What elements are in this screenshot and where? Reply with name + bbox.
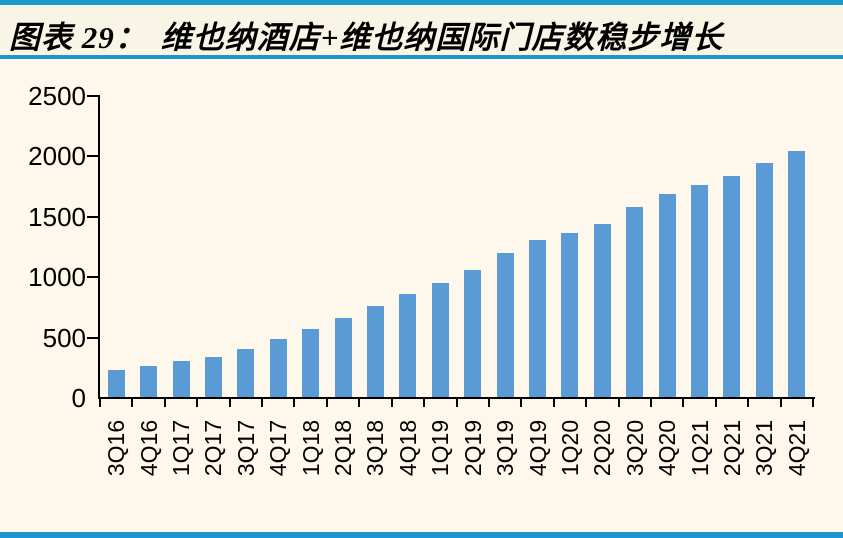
- header-divider: [0, 55, 843, 59]
- x-axis-tick: [520, 399, 523, 407]
- bar-1Q20: [561, 233, 579, 397]
- x-axis-tick: [390, 399, 393, 407]
- bar-1Q18: [302, 329, 320, 397]
- x-axis-label-4Q21: 4Q21: [783, 419, 810, 477]
- y-axis-tick: [87, 95, 98, 97]
- y-axis-tick-label: 2000: [28, 141, 86, 172]
- x-axis-tick: [779, 399, 782, 407]
- x-axis-tick: [455, 399, 458, 407]
- bar-2Q19: [464, 270, 482, 397]
- bar-1Q17: [172, 361, 190, 397]
- x-axis-label-3Q16: 3Q16: [103, 419, 130, 477]
- x-axis-label-3Q21: 3Q21: [751, 419, 778, 477]
- x-axis-tick: [585, 399, 588, 407]
- top-divider: [0, 0, 843, 5]
- x-axis-tick: [682, 399, 685, 407]
- bar-3Q17: [237, 349, 255, 397]
- y-axis-tick-label: 2500: [28, 81, 86, 111]
- x-axis-label-4Q16: 4Q16: [135, 419, 162, 477]
- bar-3Q21: [755, 163, 773, 397]
- x-axis-label-4Q17: 4Q17: [265, 419, 292, 477]
- store-count-bar-chart: 0 500 1000 1500 2000 2500 3Q16 4Q16 1Q17 2Q17 3Q17…: [0, 59, 843, 531]
- bar-2Q20: [593, 224, 611, 397]
- x-axis-tick: [196, 399, 199, 407]
- x-axis-tick: [99, 399, 101, 407]
- bar-1Q21: [691, 185, 709, 397]
- bar-4Q17: [269, 339, 287, 397]
- x-axis-label-3Q17: 3Q17: [232, 419, 259, 477]
- x-axis-tick: [163, 399, 166, 407]
- x-axis-tick: [423, 399, 426, 407]
- y-axis-tick-label: 1000: [28, 262, 86, 293]
- figure-number-label: 图表 29：: [9, 20, 147, 55]
- bar-4Q20: [658, 194, 676, 397]
- bar-3Q18: [366, 306, 384, 397]
- x-axis-tick: [487, 399, 490, 407]
- y-axis-tick: [87, 155, 98, 158]
- x-axis-label-4Q20: 4Q20: [654, 419, 681, 477]
- y-axis-line: [98, 95, 100, 399]
- y-axis-tick: [87, 276, 98, 279]
- x-axis-tick: [358, 399, 361, 407]
- x-axis-label-4Q19: 4Q19: [524, 419, 551, 477]
- figure-title: 图表 29： 维也纳酒店+维也纳国际门店数稳步增长: [9, 12, 723, 57]
- x-axis-tick: [293, 399, 296, 407]
- y-axis-tick: [87, 215, 98, 218]
- figure-title-text: 维也纳酒店+维也纳国际门店数稳步增长: [160, 20, 724, 55]
- bar-2Q21: [723, 176, 741, 397]
- x-axis-label-1Q17: 1Q17: [168, 419, 195, 477]
- x-axis-label-3Q18: 3Q18: [362, 419, 389, 477]
- x-axis-tick: [747, 399, 750, 407]
- x-axis-label-1Q19: 1Q19: [427, 419, 454, 477]
- x-axis-tick: [261, 399, 264, 407]
- y-axis-tick-label: 0: [71, 383, 86, 413]
- bar-1Q19: [431, 283, 449, 397]
- x-axis-label-1Q20: 1Q20: [556, 419, 583, 477]
- x-axis-label-3Q20: 3Q20: [621, 419, 648, 477]
- x-axis-tick: [617, 399, 620, 407]
- x-axis-tick: [649, 399, 652, 407]
- bar-2Q17: [204, 357, 222, 397]
- x-axis-line: [98, 397, 815, 399]
- x-axis-tick: [714, 399, 717, 407]
- bar-2Q18: [334, 318, 352, 397]
- x-axis-label-2Q18: 2Q18: [330, 419, 357, 477]
- x-axis-tick: [131, 399, 134, 407]
- bar-4Q21: [788, 151, 806, 397]
- figure-header: 图表 29： 维也纳酒店+维也纳国际门店数稳步增长: [0, 5, 843, 55]
- x-axis-label-4Q18: 4Q18: [394, 419, 421, 477]
- x-axis-label-2Q19: 2Q19: [459, 419, 486, 477]
- x-axis-label-2Q17: 2Q17: [200, 419, 227, 477]
- bar-4Q18: [399, 294, 417, 397]
- x-axis-label-2Q21: 2Q21: [718, 419, 745, 477]
- x-axis-label-2Q20: 2Q20: [589, 419, 616, 477]
- bar-3Q20: [626, 207, 644, 397]
- x-axis-tick: [812, 399, 814, 407]
- y-axis-tick: [87, 336, 98, 339]
- x-axis-tick: [552, 399, 555, 407]
- x-axis-label-1Q21: 1Q21: [686, 419, 713, 477]
- bar-4Q19: [529, 240, 547, 397]
- y-axis-tick-label: 1500: [28, 201, 86, 232]
- bottom-divider: [0, 532, 843, 538]
- x-axis-tick: [228, 399, 231, 407]
- x-axis-label-3Q19: 3Q19: [492, 419, 519, 477]
- x-axis-label-1Q18: 1Q18: [297, 419, 324, 477]
- x-axis-tick: [325, 399, 328, 407]
- bar-3Q16: [107, 370, 125, 397]
- y-axis-tick-label: 500: [42, 322, 86, 353]
- bar-3Q19: [496, 253, 514, 397]
- bar-4Q16: [140, 366, 158, 397]
